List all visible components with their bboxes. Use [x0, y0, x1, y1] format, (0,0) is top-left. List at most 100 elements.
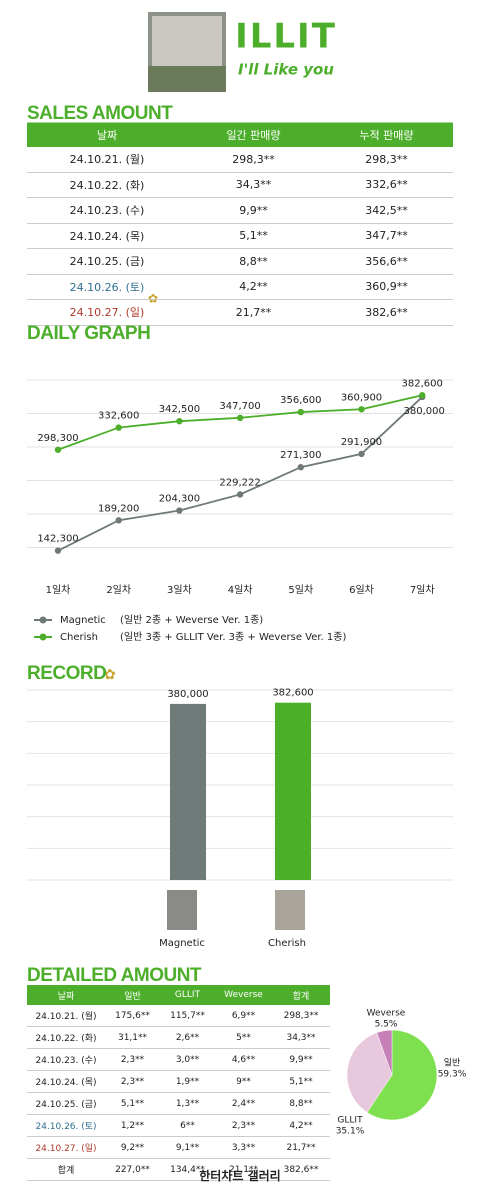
cell: 4,2**: [187, 274, 320, 300]
data-label: 342,500: [159, 404, 200, 415]
point: [419, 392, 426, 399]
slice-label: GLLIT: [337, 1116, 363, 1126]
data-label: 382,600: [402, 378, 443, 389]
cell: 360,9**: [320, 274, 453, 300]
album-building: [152, 16, 222, 66]
row: 24.10.24. (목) 5,1** 347,7**: [27, 223, 453, 249]
cell: 9,2**: [105, 1136, 160, 1159]
data-label: 298,300: [37, 433, 78, 444]
data-label: 142,300: [37, 534, 78, 545]
row: 24.10.22. (화) 34,3** 332,6**: [27, 172, 453, 198]
cell: 합계: [27, 1158, 105, 1181]
cell: 24.10.24. (목): [27, 223, 187, 249]
cell: 347,7**: [320, 223, 453, 249]
point: [115, 517, 122, 524]
cell: 1,3**: [160, 1092, 215, 1115]
data-label: 271,300: [280, 450, 321, 461]
x-tick-label: 6일차: [349, 584, 374, 596]
pie-slice: [346, 1032, 393, 1113]
legend-label: Cherish: [60, 632, 98, 643]
point: [176, 507, 183, 514]
x-tick-label: Magnetic: [159, 938, 205, 949]
cell: 332,6**: [320, 172, 453, 198]
row: 24.10.23. (수) 2,3** 3,0** 4,6** 9,9**: [27, 1048, 330, 1071]
point: [236, 491, 244, 498]
cell: 24.10.26. (토): [27, 1114, 105, 1137]
data-label: 189,200: [98, 503, 139, 514]
pie-slice: [366, 1029, 438, 1121]
cell: 227,0**: [105, 1158, 160, 1181]
cell: 298,3**: [272, 1005, 330, 1027]
column-header: 일반: [105, 985, 160, 1005]
logo: ILLIT: [235, 17, 337, 57]
cell: 34,3**: [272, 1026, 330, 1049]
data-label: 347,700: [219, 401, 260, 412]
slice-value: 5.5%: [375, 1020, 398, 1030]
column-header: 날짜: [27, 985, 105, 1005]
data-label: 382,600: [272, 688, 313, 699]
pie-slice: [376, 1029, 393, 1076]
sales-table: 날짜 일간 판매량 누적 판매량 24.10.21. (월) 298,3** 298,3*…: [27, 123, 453, 326]
legend-label: Magnetic: [60, 615, 106, 626]
cell: 6,9**: [215, 1005, 272, 1027]
data-label: 356,600: [280, 395, 321, 406]
data-label: 332,600: [98, 411, 139, 422]
cherish-thumb: [275, 890, 305, 930]
cell: 24.10.22. (화): [27, 172, 187, 198]
row: 24.10.21. (월) 175,6** 115,7** 6,9** 298,3**: [27, 1005, 330, 1027]
cell: 5,1**: [105, 1092, 160, 1115]
cell: 6**: [160, 1114, 215, 1137]
cell: 175,6**: [105, 1005, 160, 1027]
x-tick-label: Cherish: [268, 938, 306, 949]
bar: [275, 702, 311, 880]
cell: 24.10.25. (금): [27, 1092, 105, 1115]
cell: 24.10.24. (목): [27, 1070, 105, 1093]
cell: 3,3**: [215, 1136, 272, 1159]
x-tick-label: 5일차: [288, 584, 313, 596]
cell: 9,9**: [187, 197, 320, 224]
cell: 115,7**: [160, 1005, 215, 1027]
row: 24.10.27. (일) 21,7** 382,6**: [27, 299, 453, 326]
data-label: 291,900: [341, 437, 382, 448]
point: [358, 450, 365, 458]
data-label: 380,000: [404, 406, 445, 417]
cell: 3,0**: [160, 1048, 215, 1071]
column-header: 합계: [272, 985, 330, 1005]
row: 24.10.26. (토) 1,2** 6** 2,3** 4,2**: [27, 1114, 330, 1137]
cell: 1,2**: [105, 1114, 160, 1137]
cell: 24.10.21. (월): [27, 147, 187, 173]
row: 24.10.25. (금) 8,8** 356,6**: [27, 248, 453, 275]
slice-label: 일반: [444, 1058, 461, 1069]
header-row: 날짜 일반 GLLIT Weverse 합계: [27, 985, 330, 1005]
cell: 8,8**: [187, 248, 320, 275]
cell: 24.10.21. (월): [27, 1005, 105, 1027]
bar: [170, 703, 206, 880]
point: [297, 408, 304, 416]
cell: 21,7**: [272, 1136, 330, 1159]
row: 합계 227,0** 134,4** 21,1** 382,6**: [27, 1158, 330, 1181]
confetti-icon: ✿: [104, 667, 116, 683]
cell: 31,1**: [105, 1026, 160, 1049]
point: [176, 417, 183, 425]
cell: 5**: [215, 1026, 272, 1049]
row: 24.10.23. (수) 9,9** 342,5**: [27, 197, 453, 224]
x-tick-label: 7일차: [410, 584, 435, 596]
cell: 298,3**: [187, 147, 320, 173]
point: [297, 464, 304, 471]
legend-note: (일반 3종 + GLLIT Ver. 3종 + Weverse Ver. 1종…: [120, 631, 346, 643]
cell: 24.10.23. (수): [27, 1048, 105, 1071]
cell: 382,6**: [320, 299, 453, 326]
cell: 8,8**: [272, 1092, 330, 1115]
cell: 4,2**: [272, 1114, 330, 1137]
detail-table: 날짜 일반 GLLIT Weverse 합계 24.10.21. (월) 175,6** 11…: [27, 985, 330, 1181]
x-tick-label: 3일차: [167, 584, 192, 596]
cell: 5,1**: [272, 1070, 330, 1093]
cell: 4,6**: [215, 1048, 272, 1071]
column-header: 날짜: [27, 123, 187, 147]
row: 24.10.27. (일) 9,2** 9,1** 3,3** 21,7**: [27, 1136, 330, 1159]
section-title: SALES AMOUNT: [27, 103, 173, 124]
cell: 2,3**: [105, 1048, 160, 1071]
cell: 356,6**: [320, 248, 453, 275]
